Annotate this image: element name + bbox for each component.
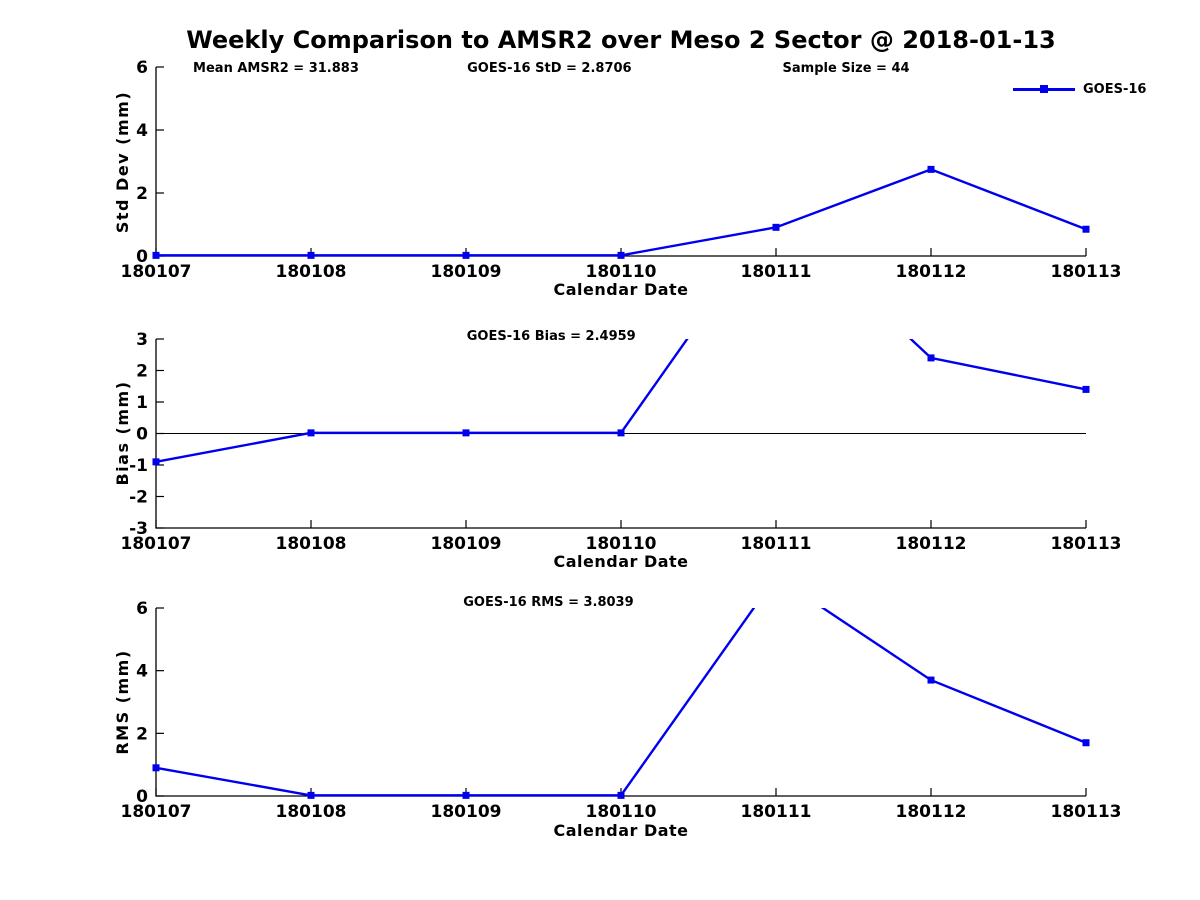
subplot-rms: 0 2 4 6 180107 180108 180109 180110 180111 180112… <box>121 595 1122 822</box>
x-tick-label: 180107 <box>121 534 192 554</box>
x-tick-label: 180109 <box>431 534 502 554</box>
data-point-marker <box>152 764 160 772</box>
x-tick-label: 180111 <box>741 802 812 822</box>
x-tick-label: 180111 <box>741 534 812 554</box>
y-tick-label: -3 <box>129 519 148 539</box>
x-tick-label: 180109 <box>431 262 502 282</box>
data-point-marker <box>462 791 470 799</box>
data-point-marker <box>152 251 160 259</box>
chart-title: Weekly Comparison to AMSR2 over Meso 2 S… <box>186 26 1056 54</box>
data-point-marker <box>927 165 935 173</box>
xlabel-calendar-date-3: Calendar Date <box>553 821 689 840</box>
x-tick-label: 180110 <box>586 802 657 822</box>
legend: GOES-16 <box>1013 81 1146 97</box>
x-tick-label: 180110 <box>586 262 657 282</box>
x-tick-label: 180108 <box>276 534 347 554</box>
x-tick-label: 180107 <box>121 802 192 822</box>
xlabel-calendar-date-2: Calendar Date <box>553 552 689 571</box>
x-tick-label: 180110 <box>586 534 657 554</box>
x-tick-label: 180112 <box>896 534 967 554</box>
data-line <box>156 168 1087 257</box>
x-tick-label: 180108 <box>276 262 347 282</box>
x-tick-label: 180112 <box>896 802 967 822</box>
legend-square-marker-icon <box>1040 85 1048 93</box>
stat-annotation: GOES-16 Bias = 2.4959 <box>467 329 636 344</box>
subplot-bias: -3 -2 -1 0 1 2 3 180107 180108 180109 180110 180111… <box>121 329 1122 554</box>
data-point-marker <box>307 251 315 259</box>
y-tick-label: -1 <box>129 456 148 476</box>
axis-spines <box>155 67 1086 257</box>
y-tick-label: 2 <box>136 362 148 382</box>
data-point-marker <box>1082 225 1090 233</box>
data-point-marker <box>617 791 625 799</box>
data-point-marker <box>772 223 780 231</box>
stat-annotation: Mean AMSR2 = 31.883 <box>193 61 359 76</box>
y-tick-label: 6 <box>136 58 148 78</box>
stat-annotation: Sample Size = 44 <box>783 61 910 76</box>
data-point-marker <box>152 458 160 466</box>
x-tick-label: 180113 <box>1051 534 1122 554</box>
y-tick-label: -2 <box>129 488 148 508</box>
subplot-std-dev: 0 2 4 6 180107 180108 180109 180110 180111 180112… <box>121 58 1122 282</box>
data-point-marker <box>307 429 315 437</box>
data-point-marker <box>1082 739 1090 747</box>
data-point-marker <box>927 676 935 684</box>
x-tick-label: 180113 <box>1051 802 1122 822</box>
data-point-marker <box>462 251 470 259</box>
y-tick-label: 2 <box>136 724 148 744</box>
y-tick-label: 3 <box>136 330 148 350</box>
data-point-marker <box>462 429 470 437</box>
xlabel-calendar-date-1: Calendar Date <box>553 280 689 299</box>
y-tick-label: 0 <box>136 247 148 267</box>
y-tick-label: 1 <box>136 393 148 413</box>
axis-spines <box>155 608 1086 797</box>
stat-annotation: GOES-16 StD = 2.8706 <box>467 61 631 76</box>
y-tick-label: 4 <box>136 121 148 141</box>
data-point-marker <box>307 791 315 799</box>
data-point-marker <box>617 251 625 259</box>
x-tick-label: 180107 <box>121 262 192 282</box>
x-tick-label: 180111 <box>741 262 812 282</box>
legend-line-sample <box>1013 85 1075 93</box>
x-tick-label: 180112 <box>896 262 967 282</box>
x-tick-label: 180108 <box>276 802 347 822</box>
data-point-marker <box>617 429 625 437</box>
legend-label: GOES-16 <box>1083 81 1147 97</box>
x-tick-label: 180113 <box>1051 262 1122 282</box>
data-point-marker <box>927 354 935 362</box>
data-point-marker <box>1082 385 1090 393</box>
stat-annotation: GOES-16 RMS = 3.8039 <box>463 595 633 610</box>
y-tick-label: 0 <box>136 425 148 445</box>
y-tick-label: 2 <box>136 184 148 204</box>
y-tick-label: 4 <box>136 662 148 682</box>
x-tick-label: 180109 <box>431 802 502 822</box>
y-tick-label: 6 <box>136 599 148 619</box>
y-tick-label: 0 <box>136 787 148 807</box>
